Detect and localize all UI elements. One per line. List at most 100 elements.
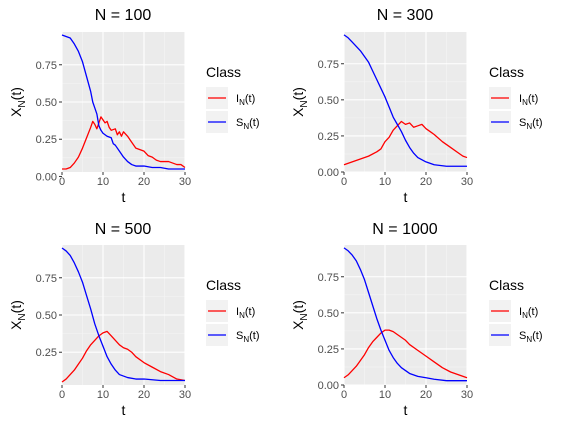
y-tick-label: 0.25 [36,347,57,359]
legend-label: SN(t) [236,117,260,131]
panel-title: N = 300 [377,7,434,24]
x-tick-label: 10 [379,389,391,401]
x-axis-label: t [404,402,408,418]
legend-label-subscript: N [243,335,249,344]
y-axis-label-main: X [290,320,306,330]
y-tick-label: 0.75 [318,272,339,284]
y-axis-label-tail: (t) [290,87,306,100]
y-tick-label: 0.75 [36,273,57,285]
x-axis-label: t [404,189,408,205]
panel-title: N = 100 [95,7,152,24]
y-tick-label: 0.75 [318,59,339,71]
y-tick-label: 0.25 [318,344,339,356]
legend-label-subscript: N [239,98,245,107]
x-tick-label: 30 [179,176,191,188]
legend-label-main: S [519,117,526,129]
y-tick-label: 0.50 [318,95,339,107]
x-tick-label: 0 [341,176,347,188]
legend-label-main: S [236,117,243,129]
legend-label-subscript: N [522,311,528,320]
legend-label-main: I [236,93,239,105]
grid-lines [61,32,186,178]
legend-label-subscript: N [239,311,245,320]
panel-title: N = 1000 [372,221,437,238]
panel-1: 0 10 20 300.000.250.500.75N = 100tXN(t)Clas… [8,7,260,205]
legend-label-subscript: N [243,122,249,131]
legend-title: Class [489,277,524,293]
series-line-s-n [61,34,185,170]
series-line-i-n [343,329,468,379]
y-tick-label: 0.25 [36,134,57,146]
legend-label-subscript: N [526,335,532,344]
legend-label-tail: (t) [528,93,538,105]
series-line-i-n [343,120,468,166]
legend-label: IN(t) [236,306,255,320]
legend-label: IN(t) [236,93,255,107]
x-tick-label: 30 [461,389,473,401]
x-tick-label: 10 [97,389,109,401]
legend-label: IN(t) [519,306,538,320]
y-axis-label-subscript: N [17,313,28,320]
y-axis-label-tail: (t) [8,300,24,313]
x-axis-label: t [122,402,126,418]
legend-label-main: I [519,306,522,318]
y-tick-label: 0.00 [318,167,339,179]
legend-label-main: S [236,330,243,342]
y-tick-label: 0.50 [36,310,57,322]
legend-label-tail: (t) [528,306,538,318]
y-axis-label-subscript: N [17,100,28,107]
y-axis-label-tail: (t) [290,300,306,313]
legend-label-tail: (t) [532,330,542,342]
legend-label-tail: (t) [245,306,255,318]
y-axis-label: XN(t) [290,300,310,330]
series-line-s-n [343,34,467,167]
y-axis-label-main: X [8,320,24,330]
x-tick-label: 0 [341,389,347,401]
series-line-s-n [343,247,467,382]
y-axis-label-main: X [290,107,306,117]
legend-label-subscript: N [526,122,532,131]
x-tick-label: 20 [138,389,150,401]
x-tick-label: 30 [461,176,473,188]
legend-title: Class [206,277,241,293]
legend-label-tail: (t) [532,117,542,129]
legend-label-main: I [236,306,239,318]
grid-lines [343,245,468,386]
series-line-i-n [62,116,186,170]
x-tick-label: 0 [59,389,65,401]
legend-label-main: I [519,93,522,105]
x-tick-label: 10 [379,176,391,188]
legend-label: SN(t) [519,117,543,131]
y-axis-label: XN(t) [8,87,28,117]
legend-title: Class [206,64,241,80]
legend-label-subscript: N [522,98,528,107]
x-tick-label: 10 [97,176,109,188]
y-tick-label: 0.75 [36,60,57,72]
y-axis-label-subscript: N [299,100,310,107]
legend-label: IN(t) [519,93,538,107]
y-axis-label: XN(t) [290,87,310,117]
grid-lines [343,32,468,173]
x-tick-label: 20 [420,176,432,188]
x-tick-label: 30 [179,389,191,401]
x-axis-label: t [122,189,126,205]
y-tick-label: 0.25 [318,131,339,143]
panel-4: 0 10 20 300.000.250.500.75N = 1000tXN(t)Cla… [290,221,543,418]
x-tick-label: 20 [138,176,150,188]
legend-label-tail: (t) [249,330,259,342]
panel-3: 0 10 20 300.250.500.75N = 500tXN(t)ClassIN(… [8,221,260,418]
legend-label-main: S [519,330,526,342]
legend-label-tail: (t) [249,117,259,129]
grid-lines [61,245,186,385]
series-line-i-n [61,330,186,383]
x-tick-label: 0 [59,176,65,188]
y-tick-label: 0.00 [318,380,339,392]
legend-label: SN(t) [519,330,543,344]
y-axis-label-main: X [8,107,24,117]
